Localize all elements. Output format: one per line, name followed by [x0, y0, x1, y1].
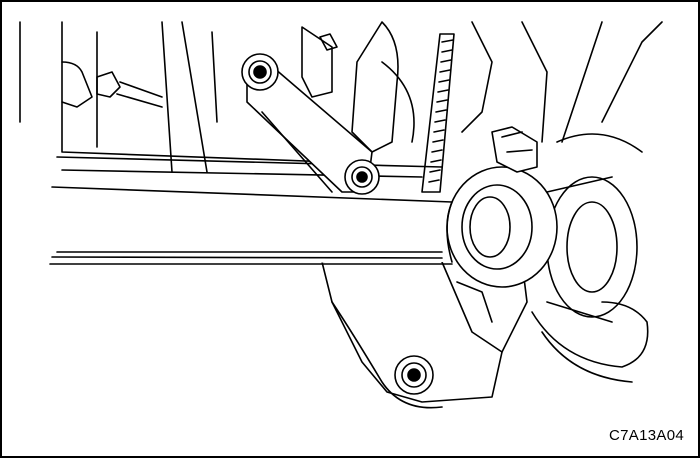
figure-code-label: C7A13A04 — [609, 427, 684, 444]
bushing-collar — [446, 166, 558, 288]
chassis-outline — [19, 21, 663, 178]
bolt-lower — [394, 355, 434, 395]
bolt-upper — [241, 53, 279, 91]
fittings — [491, 126, 538, 173]
stabilizer-bar — [2, 186, 453, 265]
bolt-middle — [344, 159, 380, 195]
hub-assembly — [531, 176, 649, 383]
threaded-rod — [421, 33, 455, 193]
lower-control-arm — [321, 251, 528, 409]
